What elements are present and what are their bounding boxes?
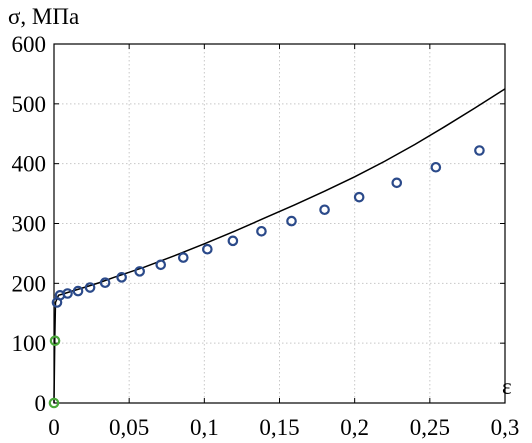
plastic-marker <box>353 191 365 203</box>
y-tick-label: 400 <box>12 152 47 177</box>
plastic-marker <box>116 272 127 283</box>
x-tick-label: 0,2 <box>340 415 369 440</box>
x-tick-label: 0,25 <box>410 415 450 440</box>
stress-strain-line <box>53 88 506 404</box>
plastic-marker <box>227 235 239 247</box>
tick-marks <box>53 43 506 404</box>
plastic-marker <box>319 204 330 216</box>
y-axis-label: σ, МПа <box>8 4 79 29</box>
x-tick-label: 0,05 <box>109 415 149 440</box>
x-tick-label: 0,3 <box>491 415 520 440</box>
x-tick-label: 0 <box>48 415 60 440</box>
grid <box>54 44 505 403</box>
plastic-marker <box>256 225 267 237</box>
plastic-marker <box>202 243 213 255</box>
plastic-marker <box>72 285 84 297</box>
plastic-marker <box>430 161 442 173</box>
y-tick-labels: 0 100 200 300 400 500 600 <box>12 32 47 416</box>
plastic-marker <box>134 266 145 277</box>
plastic-marker <box>391 177 403 189</box>
plastic-marker <box>474 145 485 156</box>
plastic-marker <box>286 215 297 227</box>
x-axis-label: ε <box>502 374 512 399</box>
x-tick-labels: 0 0,05 0,1 0,15 0,2 0,25 0,3 <box>48 415 519 440</box>
x-tick-label: 0,15 <box>259 415 299 440</box>
plastic-marker <box>155 259 167 271</box>
elastic-marker <box>48 397 60 409</box>
elastic-marker <box>49 335 61 347</box>
data-markers <box>48 145 485 409</box>
x-tick-label: 0,1 <box>190 415 219 440</box>
y-tick-label: 600 <box>12 32 47 57</box>
y-tick-label: 300 <box>12 212 47 237</box>
plastic-marker <box>177 252 189 263</box>
y-tick-label: 200 <box>12 271 47 296</box>
y-tick-label: 500 <box>12 92 47 117</box>
plastic-marker <box>99 277 111 289</box>
plastic-marker <box>84 282 96 293</box>
plastic-marker <box>62 288 73 299</box>
y-tick-label: 100 <box>12 331 47 356</box>
y-tick-label: 0 <box>35 391 47 416</box>
